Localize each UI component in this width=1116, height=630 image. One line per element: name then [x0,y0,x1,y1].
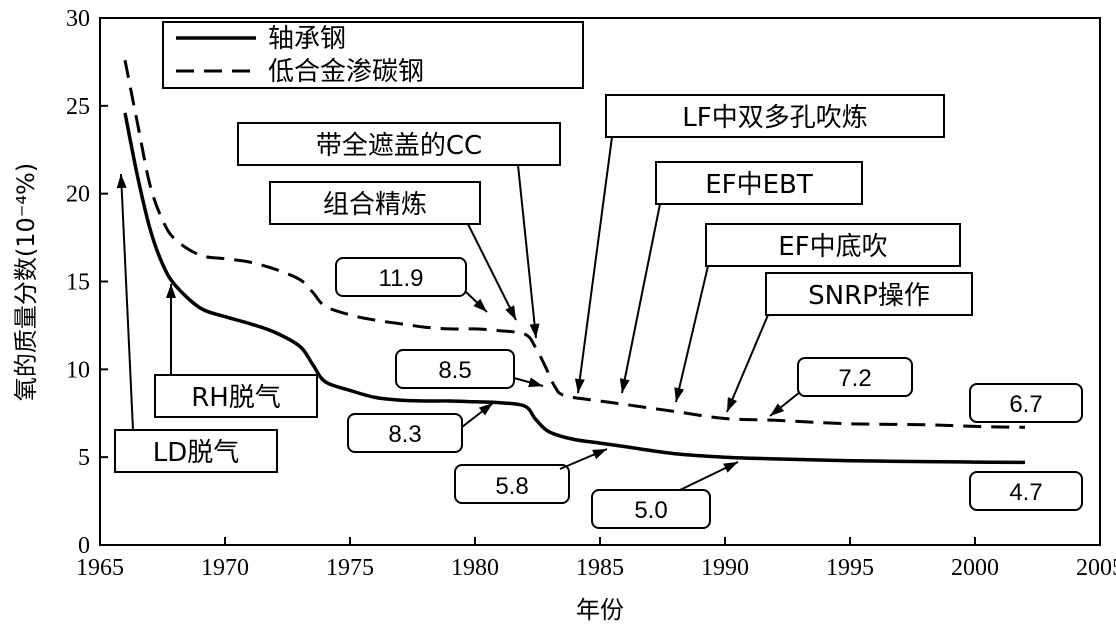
annotation-ef-bottom-text: EF中底吹 [778,232,887,262]
arrowhead [574,378,585,393]
legend-label-bearing-steel: 轴承钢 [268,24,346,54]
value-label-8-5-text: 8.5 [438,357,471,384]
annotation-ebt-text: EF中EBT [705,170,813,200]
arrow-ld [120,173,134,431]
y-tick-label: 5 [78,445,90,471]
legend-label-carburizing-steel: 低合金渗碳钢 [268,57,424,87]
x-tick-label: 1975 [326,555,374,581]
y-axis-title: 氧的质量分数(10⁻⁴%) [12,163,40,401]
y-tick-label: 15 [66,270,90,296]
value-label-5-8-text: 5.8 [495,473,528,500]
arrow-ebt [621,203,661,394]
value-label-6-7-text: 6.7 [1009,391,1042,418]
arrowhead [770,403,785,416]
y-tick-label: 10 [66,357,90,383]
value-label-8-5: 8.5 [395,349,515,389]
value-label-4-7-text: 4.7 [1009,479,1042,506]
arrowhead [619,378,630,393]
x-tick-label: 1990 [701,555,749,581]
value-label-4-7: 4.7 [969,471,1083,511]
annotation-cc: 带全遮盖的CC [237,122,561,166]
annotation-rh: RH脱气 [154,374,318,418]
arrowhead [674,387,685,402]
annotation-combined-refining: 组合精炼 [269,181,481,225]
series-line-bearing-steel [123,112,1026,465]
arrowhead [528,377,543,388]
arrowhead [529,323,540,338]
value-label-5-0-text: 5.0 [634,497,667,524]
y-axis: 0 5 10 15 20 25 30 [66,6,108,559]
arrow-lf [577,136,613,394]
annotation-ld-text: LD脱气 [153,438,240,468]
arrow-snrp [726,314,769,413]
value-label-5-0: 5.0 [591,489,711,529]
y-tick-label: 0 [78,533,90,559]
value-label-8-3: 8.3 [347,413,463,453]
arrowhead [473,298,487,312]
value-label-6-7: 6.7 [969,383,1083,423]
value-label-11-9: 11.9 [335,257,467,297]
annotation-lf: LF中双多孔吹炼 [605,94,945,138]
leader-arrows [116,136,801,491]
x-tick-label: 2005 [1076,555,1116,581]
arrow-cc [517,164,537,339]
x-axis-title: 年份 [576,596,624,624]
x-tick-label: 1965 [76,555,124,581]
value-label-5-8: 5.8 [454,464,570,504]
annotation-snrp-text: SNRP操作 [808,281,930,311]
value-label-11-9-text: 11.9 [379,265,424,292]
value-label-7-2: 7.2 [797,357,913,397]
legend: 轴承钢 低合金渗碳钢 [162,21,584,89]
y-tick-label: 25 [66,94,90,120]
value-label-8-3-text: 8.3 [388,421,421,448]
x-tick-label: 1985 [576,555,624,581]
annotation-combined-refining-text: 组合精炼 [323,190,427,220]
value-label-7-2-text: 7.2 [838,365,871,392]
arrowhead [727,397,738,412]
annotation-ld: LD脱气 [114,429,278,473]
arrowhead [723,462,738,473]
arrow-combined-refining [467,223,517,321]
annotation-ef-bottom: EF中底吹 [705,223,961,267]
series-line-carburizing-steel [123,59,1026,429]
arrow-ef-bottom [675,265,709,403]
arrowhead [478,403,493,416]
annotation-ebt: EF中EBT [655,161,863,205]
annotation-lf-text: LF中双多孔吹炼 [682,103,867,133]
y-tick-label: 30 [66,6,90,32]
arrowhead [116,174,127,189]
annotation-rh-text: RH脱气 [191,383,281,413]
arrowhead [505,305,516,320]
x-axis: 1965 1970 1975 1980 1985 1990 1995 2000 2005 [76,537,1116,581]
x-tick-label: 1995 [826,555,874,581]
x-tick-label: 1970 [201,555,249,581]
arrowhead [592,449,607,460]
arrowhead [166,284,176,298]
x-tick-label: 1980 [451,555,499,581]
y-tick-label: 20 [66,182,90,208]
annotation-cc-text: 带全遮盖的CC [316,131,482,161]
x-tick-label: 2000 [951,555,999,581]
annotation-snrp: SNRP操作 [765,272,973,316]
